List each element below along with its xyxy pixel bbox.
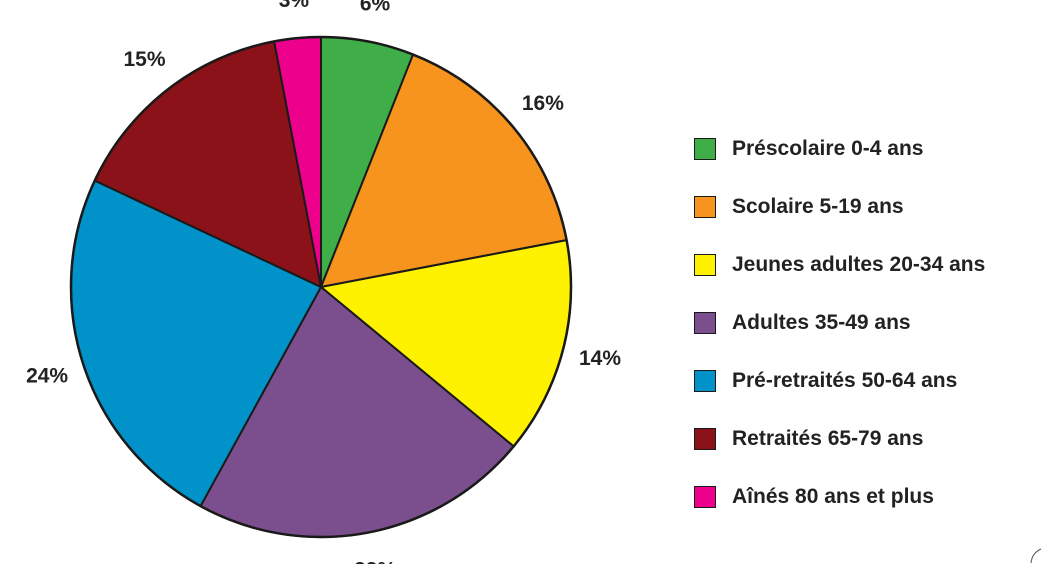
legend-item-aines: Aînés 80 ans et plus: [694, 468, 985, 526]
legend-label-scolaire: Scolaire 5-19 ans: [732, 195, 904, 218]
legend-label-adultes: Adultes 35-49 ans: [732, 311, 911, 334]
legend-swatch-aines: [694, 486, 716, 508]
legend-label-jeunes-adultes: Jeunes adultes 20-34 ans: [732, 253, 986, 276]
legend: Préscolaire 0-4 ans Scolaire 5-19 ans Je…: [694, 120, 985, 526]
legend-label-prescolaire: Préscolaire 0-4 ans: [732, 137, 924, 160]
corner-arc-decoration: [1030, 548, 1042, 564]
legend-item-adultes: Adultes 35-49 ans: [694, 294, 985, 352]
legend-item-jeunes-adultes: Jeunes adultes 20-34 ans: [694, 236, 985, 294]
pie-outline: [69, 35, 573, 539]
legend-label-retraites: Retraités 65-79 ans: [732, 427, 924, 450]
slice-label-prescolaire: 6%: [360, 0, 391, 16]
slice-label-scolaire: 16%: [522, 92, 564, 115]
legend-item-scolaire: Scolaire 5-19 ans: [694, 178, 985, 236]
slice-label-retraites: 15%: [123, 48, 165, 71]
legend-swatch-retraites: [694, 428, 716, 450]
legend-label-aines: Aînés 80 ans et plus: [732, 485, 934, 508]
legend-swatch-prescolaire: [694, 138, 716, 160]
legend-item-retraites: Retraités 65-79 ans: [694, 410, 985, 468]
legend-item-pre-retraites: Pré-retraités 50-64 ans: [694, 352, 985, 410]
slice-label-aines: 3%: [279, 0, 310, 12]
legend-swatch-pre-retraites: [694, 370, 716, 392]
legend-swatch-scolaire: [694, 196, 716, 218]
slice-label-jeunes-adultes: 14%: [579, 347, 621, 370]
slice-label-adultes: 22%: [354, 558, 396, 564]
legend-swatch-jeunes-adultes: [694, 254, 716, 276]
legend-swatch-adultes: [694, 312, 716, 334]
legend-label-pre-retraites: Pré-retraités 50-64 ans: [732, 369, 958, 392]
slice-label-pre-retraites: 24%: [26, 365, 68, 388]
legend-item-prescolaire: Préscolaire 0-4 ans: [694, 120, 985, 178]
